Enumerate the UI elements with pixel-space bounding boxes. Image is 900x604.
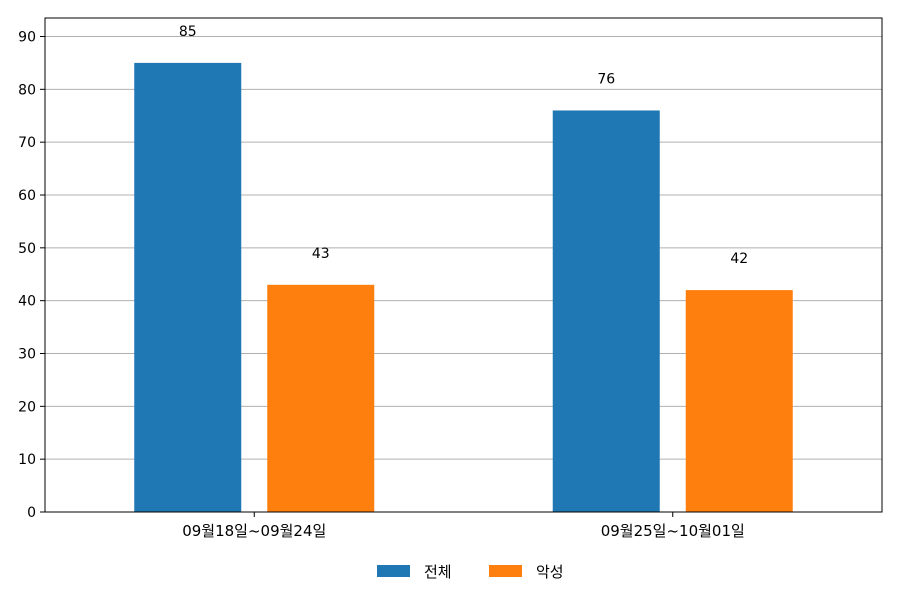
axes: 0 10 20 30 40 50 60 70 80 90 09월18일~09월24일 09월25일~1… xyxy=(18,17,883,540)
legend-swatch xyxy=(489,565,522,577)
x-tick-label: 09월25일~10월01일 xyxy=(601,522,745,540)
y-tick-label: 30 xyxy=(18,346,36,362)
data-label: 42 xyxy=(730,251,748,267)
legend: 전체 악성 xyxy=(377,563,564,581)
bar xyxy=(552,110,660,512)
legend-swatch xyxy=(377,565,410,577)
bar xyxy=(134,62,242,513)
legend-label: 전체 xyxy=(424,563,452,581)
legend-label: 악성 xyxy=(536,563,564,581)
data-label: 85 xyxy=(179,24,197,40)
plot-frame xyxy=(44,17,883,513)
y-tick-label: 0 xyxy=(27,505,36,521)
data-labels: 85 43 76 42 xyxy=(179,24,748,267)
data-label: 76 xyxy=(597,71,615,87)
y-tick-label: 70 xyxy=(18,135,36,151)
bar xyxy=(685,290,793,512)
y-tick-label: 60 xyxy=(18,188,36,204)
bar xyxy=(267,284,375,512)
y-tick-label: 40 xyxy=(18,294,36,310)
y-tick-label: 10 xyxy=(18,452,36,468)
y-tick-label: 50 xyxy=(18,241,36,257)
y-tick-label: 20 xyxy=(18,399,36,415)
y-tick-label: 90 xyxy=(18,29,36,45)
data-label: 43 xyxy=(312,246,330,262)
bars xyxy=(134,62,793,513)
y-tick-label: 80 xyxy=(18,82,36,98)
x-tick-label: 09월18일~09월24일 xyxy=(182,522,326,540)
